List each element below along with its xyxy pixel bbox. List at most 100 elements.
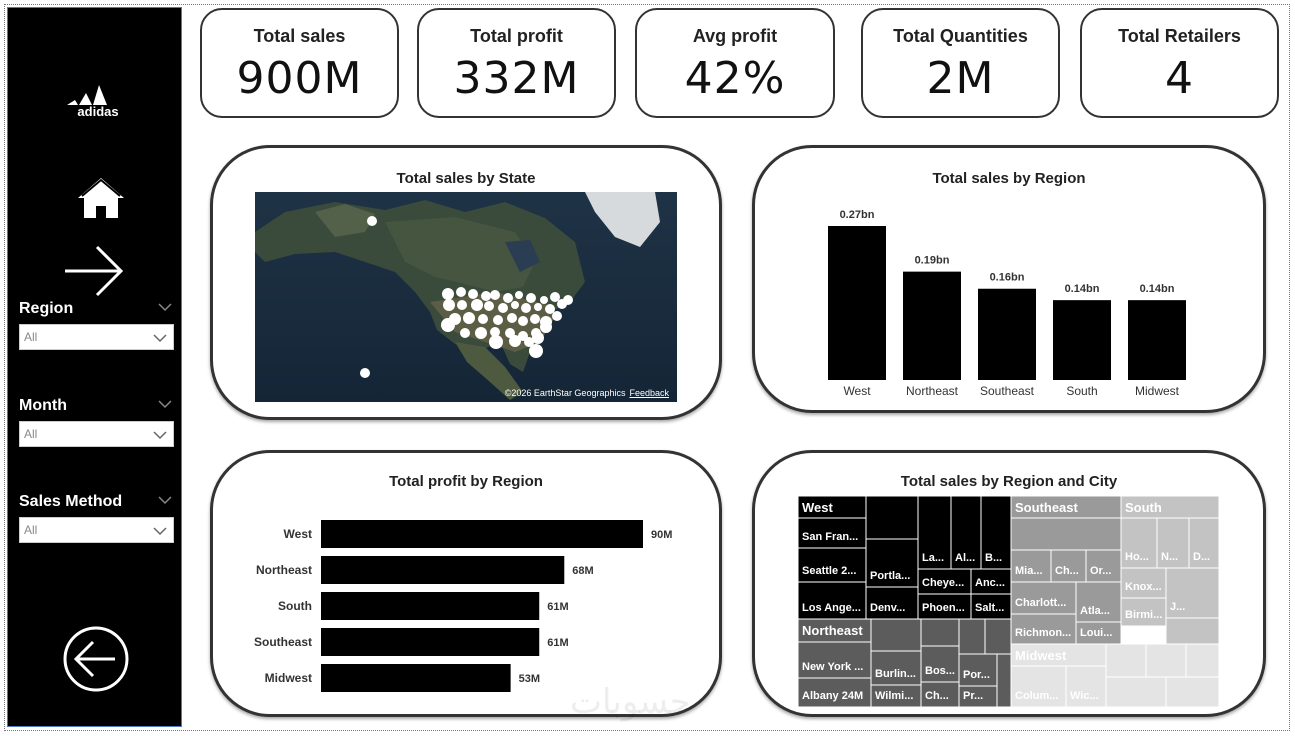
treemap-region-northeast[interactable]: Northeast — [798, 618, 872, 643]
treemap-cell[interactable]: Pr... — [958, 685, 998, 707]
map-bubble[interactable] — [468, 289, 478, 299]
treemap-cell[interactable]: Los Ange... — [798, 581, 867, 620]
treemap-cell[interactable] — [870, 618, 922, 652]
map-bubble[interactable] — [490, 327, 500, 337]
map-bubble[interactable] — [509, 335, 521, 347]
map-bubble[interactable] — [526, 293, 536, 303]
bar-west[interactable] — [828, 226, 886, 380]
treemap-cell[interactable] — [958, 618, 986, 655]
map-bubble[interactable] — [481, 291, 491, 301]
treemap-cell[interactable]: Albany 24M — [798, 677, 872, 707]
treemap-cell[interactable]: Ch... — [1050, 549, 1087, 583]
treemap-cell[interactable]: Ch... — [920, 681, 960, 707]
map-bubble[interactable] — [532, 332, 544, 344]
treemap-tile[interactable] — [798, 547, 867, 583]
map-bubble[interactable] — [360, 368, 370, 378]
region-dropdown[interactable]: All — [19, 324, 174, 350]
map-bubble[interactable] — [490, 290, 500, 300]
map-bubble[interactable] — [484, 301, 494, 311]
treemap-cell[interactable]: Birmi... — [1120, 597, 1167, 627]
region-filter-header[interactable]: Region — [19, 298, 174, 320]
map-bubble[interactable] — [489, 335, 503, 349]
treemap-cell[interactable]: Ho... — [1120, 517, 1158, 569]
map-bubble[interactable] — [552, 311, 562, 321]
map-bubble[interactable] — [550, 292, 560, 302]
map-bubble[interactable] — [456, 287, 466, 297]
map-bubble[interactable] — [557, 299, 567, 309]
month-dropdown[interactable]: All — [19, 421, 174, 447]
treemap-cell[interactable]: La... — [917, 496, 952, 570]
map-bubble[interactable] — [498, 303, 508, 313]
treemap-cell[interactable]: Salt... — [970, 593, 1012, 620]
map-bubble[interactable] — [463, 312, 475, 324]
treemap-tile[interactable] — [1120, 597, 1167, 627]
treemap-cell[interactable] — [1105, 676, 1167, 707]
treemap-cell[interactable]: Bos... — [920, 645, 960, 683]
arrow-right-icon[interactable] — [63, 243, 125, 299]
treemap-tile[interactable] — [917, 593, 972, 620]
treemap-tile[interactable] — [1156, 517, 1190, 569]
map-bubble[interactable] — [475, 327, 487, 339]
treemap-cell[interactable]: San Fran... — [798, 517, 867, 549]
treemap-tile[interactable] — [1185, 643, 1219, 678]
map-bubble[interactable] — [534, 303, 542, 311]
treemap-cell[interactable] — [1165, 676, 1219, 707]
treemap-cell[interactable] — [1010, 517, 1122, 551]
treemap-cell[interactable] — [865, 496, 919, 540]
treemap-cell[interactable]: Wilmi... — [870, 684, 922, 707]
chevron-down-icon[interactable] — [158, 495, 172, 505]
treemap-cell[interactable]: N... — [1156, 517, 1190, 569]
bar-southeast[interactable] — [321, 628, 540, 656]
treemap-cell[interactable] — [1105, 643, 1147, 678]
treemap-cell[interactable]: Colum... — [1010, 665, 1067, 707]
treemap-tile[interactable] — [1188, 517, 1219, 569]
treemap-cell[interactable]: Wic... — [1065, 665, 1107, 707]
sales-by-region-city-treemap[interactable]: West San Fran... Seattle 2... Los Ange... Po… — [798, 496, 1219, 707]
map-bubble[interactable] — [460, 328, 470, 338]
sales-method-filter-header[interactable]: Sales Method — [19, 491, 174, 513]
treemap-tile[interactable] — [1065, 665, 1107, 707]
map-bubble[interactable] — [545, 304, 555, 314]
map-bubble[interactable] — [521, 303, 531, 313]
treemap-tile[interactable] — [950, 496, 982, 570]
treemap-cell[interactable] — [996, 653, 1012, 707]
treemap-cell[interactable]: Al... — [950, 496, 982, 570]
treemap-cell[interactable]: Phoen... — [917, 593, 972, 620]
map-bubble[interactable] — [529, 344, 543, 358]
map-bubble[interactable] — [507, 313, 517, 323]
bar-south[interactable] — [1053, 300, 1111, 380]
treemap-tile[interactable] — [798, 517, 867, 549]
treemap-cell[interactable]: Or... — [1085, 549, 1122, 583]
treemap-tile[interactable] — [958, 618, 986, 655]
map-feedback-link[interactable]: Feedback — [629, 388, 669, 398]
bar-southeast[interactable] — [978, 288, 1036, 380]
treemap-tile[interactable] — [1010, 517, 1122, 551]
map-bubble[interactable] — [515, 291, 523, 299]
treemap-tile[interactable] — [1120, 517, 1158, 569]
treemap-tile[interactable] — [1050, 549, 1087, 583]
treemap-tile[interactable] — [870, 650, 922, 686]
treemap-tile[interactable] — [984, 618, 1012, 655]
map-bubble[interactable] — [540, 296, 548, 304]
bar-south[interactable] — [321, 592, 540, 620]
map-bubble[interactable] — [524, 337, 534, 347]
treemap-region-southeast[interactable]: Southeast — [1010, 496, 1122, 519]
chevron-down-icon[interactable] — [158, 399, 172, 409]
treemap-cell[interactable]: Atla... — [1075, 581, 1122, 623]
sales-by-state-map[interactable]: ©2026 EarthStar Geographics Feedback — [255, 192, 677, 402]
treemap-tile[interactable] — [917, 568, 972, 595]
bar-northeast[interactable] — [903, 271, 961, 380]
treemap-cell[interactable]: Mia... — [1010, 549, 1052, 583]
home-icon[interactable] — [76, 176, 126, 222]
treemap-tile[interactable] — [1165, 617, 1219, 645]
treemap-cell[interactable] — [1165, 617, 1219, 645]
treemap-cell[interactable]: Por... — [958, 653, 998, 687]
sales-method-dropdown[interactable]: All — [19, 517, 174, 543]
treemap-cell[interactable]: Portla... — [865, 538, 919, 588]
bar-midwest[interactable] — [321, 664, 511, 692]
treemap-tile[interactable] — [920, 681, 960, 707]
bar-northeast[interactable] — [321, 556, 565, 584]
map-bubble[interactable] — [441, 318, 455, 332]
treemap-tile[interactable] — [870, 618, 922, 652]
treemap-cell[interactable] — [984, 618, 1012, 655]
